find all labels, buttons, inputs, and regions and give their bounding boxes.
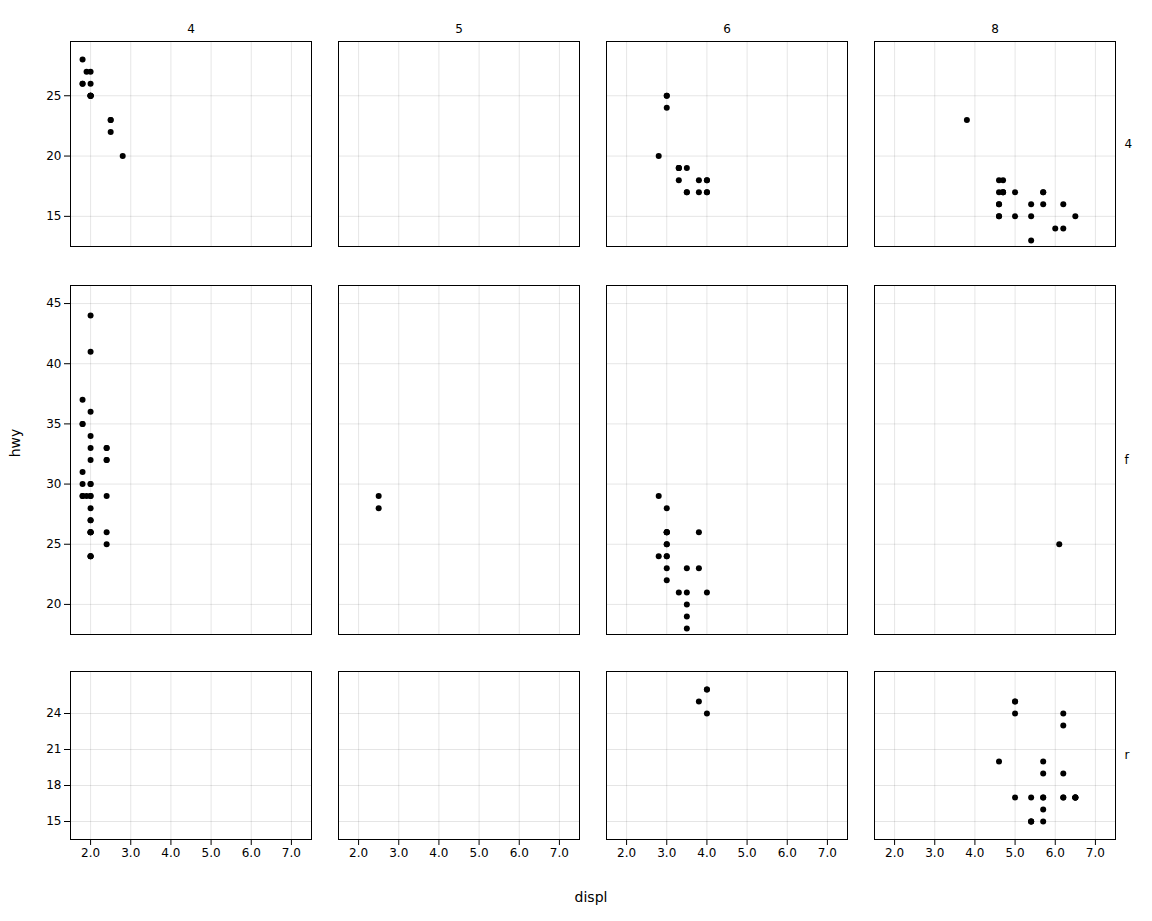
svg-text:4: 4 xyxy=(1125,137,1133,151)
svg-text:40: 40 xyxy=(46,357,61,371)
svg-text:24: 24 xyxy=(46,706,61,720)
svg-text:3.0: 3.0 xyxy=(121,846,140,860)
svg-text:6: 6 xyxy=(723,22,731,36)
svg-text:25: 25 xyxy=(46,537,61,551)
svg-text:2.0: 2.0 xyxy=(885,846,904,860)
svg-text:8: 8 xyxy=(991,22,999,36)
svg-text:2.0: 2.0 xyxy=(617,846,636,860)
svg-text:r: r xyxy=(1125,748,1130,762)
svg-text:4: 4 xyxy=(187,22,195,36)
svg-text:3.0: 3.0 xyxy=(657,846,676,860)
svg-text:35: 35 xyxy=(46,417,61,431)
svg-text:30: 30 xyxy=(46,477,61,491)
svg-text:6.0: 6.0 xyxy=(1046,846,1065,860)
svg-text:20: 20 xyxy=(46,149,61,163)
svg-text:15: 15 xyxy=(46,814,61,828)
html-text:displ: displ xyxy=(574,889,608,905)
svg-text:6.0: 6.0 xyxy=(510,846,529,860)
svg-text:5.0: 5.0 xyxy=(1006,846,1025,860)
svg-text:18: 18 xyxy=(46,778,61,792)
svg-text:5: 5 xyxy=(455,22,463,36)
svg-text:7.0: 7.0 xyxy=(1086,846,1105,860)
svg-text:6.0: 6.0 xyxy=(778,846,797,860)
svg-text:7.0: 7.0 xyxy=(550,846,569,860)
svg-text:25: 25 xyxy=(46,89,61,103)
svg-text:15: 15 xyxy=(46,209,61,223)
svg-text:4.0: 4.0 xyxy=(429,846,448,860)
svg-text:5.0: 5.0 xyxy=(202,846,221,860)
svg-text:3.0: 3.0 xyxy=(389,846,408,860)
svg-text:2.0: 2.0 xyxy=(349,846,368,860)
svg-text:7.0: 7.0 xyxy=(282,846,301,860)
svg-text:21: 21 xyxy=(46,742,61,756)
svg-text:2.0: 2.0 xyxy=(81,846,100,860)
svg-text:f: f xyxy=(1125,453,1130,467)
svg-text:45: 45 xyxy=(46,296,61,310)
svg-text:3.0: 3.0 xyxy=(925,846,944,860)
svg-text:4.0: 4.0 xyxy=(965,846,984,860)
svg-text:5.0: 5.0 xyxy=(470,846,489,860)
svg-text:20: 20 xyxy=(46,597,61,611)
html-text:hwy: hwy xyxy=(7,428,23,457)
svg-text:4.0: 4.0 xyxy=(161,846,180,860)
svg-text:4.0: 4.0 xyxy=(697,846,716,860)
svg-text:7.0: 7.0 xyxy=(818,846,837,860)
svg-text:5.0: 5.0 xyxy=(738,846,757,860)
svg-text:6.0: 6.0 xyxy=(242,846,261,860)
